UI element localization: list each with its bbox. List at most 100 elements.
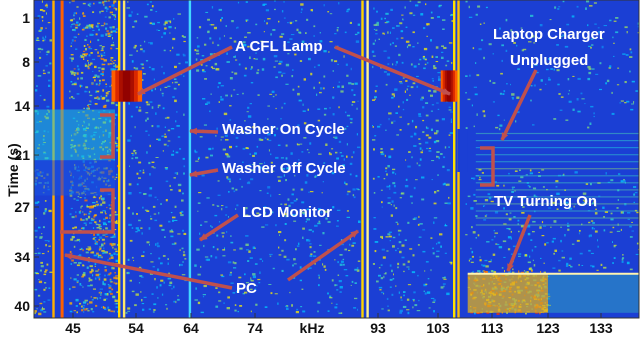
- noise-region-3-cell: [327, 11, 330, 13]
- noise-region-4-cell: [442, 19, 446, 21]
- right-band-stripe: [475, 182, 639, 184]
- noise-region-6-cell: [503, 223, 507, 225]
- noise-region-2-cell: [165, 180, 169, 183]
- event-a-cfl-lamp-0: [111, 70, 143, 102]
- noise-region-4-cell: [416, 75, 419, 77]
- noise-region-1-cell: [48, 84, 51, 87]
- noise-region-3-cell: [221, 232, 225, 234]
- noise-region-3-cell: [210, 93, 212, 95]
- noise-region-1-cell: [42, 39, 45, 42]
- noise-region-3-cell: [318, 276, 320, 279]
- event-a-cfl-lamp-1: [440, 70, 458, 102]
- noise-region-2-cell: [174, 219, 178, 221]
- noise-region-3-cell: [284, 223, 287, 225]
- noise-region-3-cell: [317, 222, 321, 225]
- noise-region-0-cell: [115, 302, 119, 305]
- noise-region-0-cell: [100, 95, 102, 97]
- noise-region-3-cell: [250, 310, 252, 313]
- noise-region-4-cell: [433, 67, 437, 70]
- noise-region-6-cell: [508, 218, 512, 221]
- noise-region-0-cell: [77, 24, 80, 27]
- noise-region-3-cell: [299, 32, 302, 34]
- noise-region-4-cell: [450, 14, 452, 17]
- noise-region-3-cell: [200, 64, 203, 66]
- noise-region-4-cell: [377, 125, 381, 128]
- noise-region-3-cell: [230, 282, 234, 284]
- noise-region-3-cell: [245, 214, 249, 217]
- noise-region-0-cell: [95, 242, 97, 244]
- noise-region-4-cell: [421, 149, 424, 151]
- right-band-stripe: [475, 154, 639, 156]
- noise-region-5-cell: [576, 98, 579, 101]
- noise-region-4-cell: [440, 245, 442, 248]
- noise-region-3-cell: [353, 196, 356, 199]
- noise-region-2-cell: [167, 129, 171, 132]
- noise-region-1-cell: [48, 245, 51, 247]
- noise-region-5-cell: [532, 35, 535, 38]
- noise-region-0-cell: [101, 79, 105, 82]
- noise-region-3-cell: [229, 119, 232, 121]
- noise-region-0-cell: [90, 219, 95, 222]
- noise-region-3-cell: [249, 153, 251, 155]
- noise-region-4-cell: [392, 42, 394, 44]
- noise-region-3-cell: [250, 279, 254, 282]
- noise-region-7-cell: [483, 270, 485, 272]
- noise-region-4-cell: [418, 299, 420, 302]
- noise-region-5-cell: [593, 2, 597, 4]
- noise-region-4-cell: [406, 88, 408, 91]
- noise-region-0-cell: [107, 309, 111, 312]
- noise-region-3-cell: [349, 162, 353, 165]
- noise-region-3-cell: [264, 137, 267, 139]
- noise-region-0-cell: [96, 96, 99, 99]
- noise-region-5-cell: [517, 68, 521, 70]
- noise-region-4-cell: [421, 176, 425, 179]
- noise-region-0-cell: [103, 306, 106, 309]
- noise-region-0-cell: [82, 15, 86, 17]
- noise-region-0-cell: [92, 227, 95, 229]
- noise-region-0-cell: [98, 254, 102, 257]
- noise-region-2-cell: [131, 157, 134, 160]
- noise-region-5-cell: [590, 105, 594, 108]
- noise-region-3-cell: [237, 310, 239, 313]
- noise-region-4-cell: [433, 221, 435, 224]
- noise-region-6-cell: [602, 206, 605, 209]
- noise-region-5-cell: [601, 37, 603, 40]
- noise-region-2-cell: [139, 106, 141, 109]
- noise-region-0-cell: [84, 64, 88, 67]
- noise-region-0-cell: [115, 176, 118, 179]
- noise-region-2-cell: [133, 21, 136, 23]
- noise-region-0-cell: [115, 222, 119, 224]
- noise-region-0-cell: [74, 83, 77, 86]
- noise-region-3-cell: [229, 180, 231, 183]
- noise-region-2-cell: [172, 96, 175, 98]
- noise-region-5-cell: [565, 119, 569, 121]
- noise-region-0-cell: [104, 211, 106, 214]
- right-band-stripe: [475, 203, 639, 205]
- noise-region-0-cell: [74, 28, 76, 32]
- noise-region-2-cell: [132, 26, 135, 28]
- noise-region-6-cell: [629, 236, 633, 238]
- noise-region-4-cell: [403, 291, 406, 293]
- noise-region-2-cell: [144, 40, 146, 43]
- noise-region-4-cell: [423, 27, 426, 30]
- noise-region-4-cell: [383, 33, 385, 35]
- noise-region-3-cell: [229, 77, 233, 80]
- noise-region-6-cell: [604, 211, 608, 213]
- noise-region-0-cell: [112, 247, 114, 249]
- noise-region-4-cell: [407, 124, 410, 126]
- noise-region-6-cell: [510, 230, 512, 233]
- noise-region-4-cell: [432, 79, 434, 82]
- noise-region-5-cell: [473, 125, 475, 128]
- noise-region-4-cell: [442, 283, 446, 285]
- noise-region-3-cell: [349, 243, 351, 246]
- noise-region-4-cell: [430, 297, 435, 299]
- noise-region-6-cell: [593, 228, 595, 230]
- noise-region-3-cell: [264, 161, 265, 164]
- noise-region-3-cell: [279, 60, 283, 63]
- noise-region-6-cell: [560, 239, 562, 243]
- noise-region-5-cell: [520, 27, 523, 29]
- noise-region-5-cell: [577, 110, 581, 113]
- noise-region-4-cell: [436, 156, 439, 158]
- noise-region-5-cell: [465, 75, 468, 77]
- noise-region-3-cell: [355, 40, 360, 43]
